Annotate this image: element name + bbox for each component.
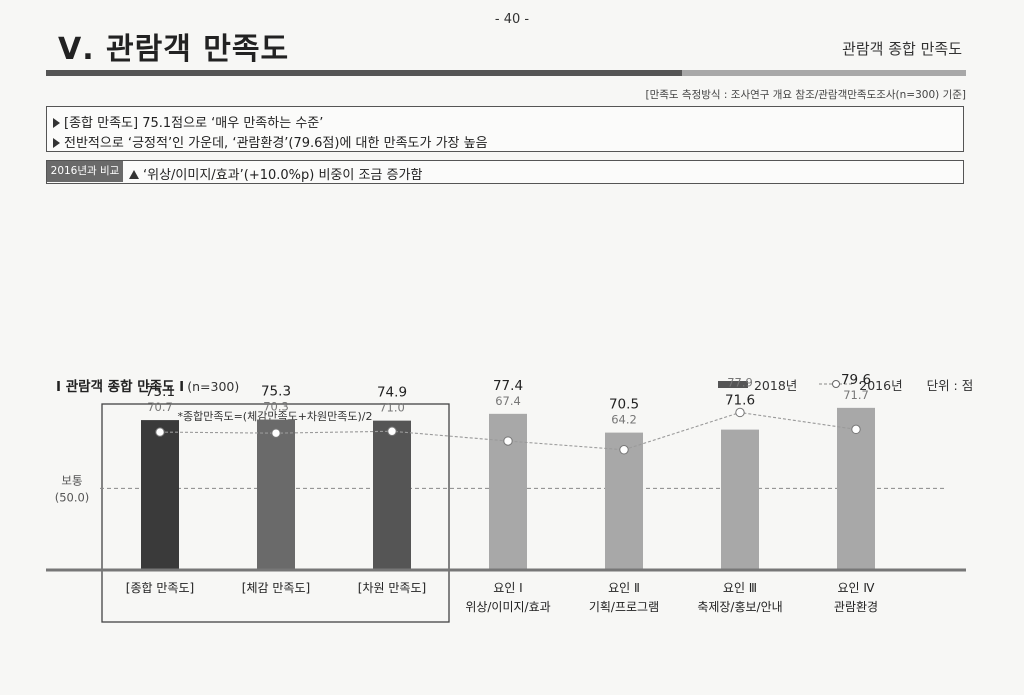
reference-value-label: (50.0) <box>55 490 90 504</box>
point-2016 <box>503 436 513 446</box>
bullet-triangle-icon <box>53 118 60 128</box>
category-label: 요인 Ⅱ <box>608 581 640 595</box>
value-labels-group: 75.170.7 75.370.3 74.971.0 77.467.4 70.564.2… <box>145 372 871 427</box>
value-label-2018: 75.3 <box>261 384 291 400</box>
chart-heading: Ⅰ 관람객 종합 만족도 Ⅰ (n=300) <box>56 375 239 395</box>
value-label-2016: 67.4 <box>495 394 521 408</box>
comparison-line: ‘위상/이미지/효과’(+10.0%p) 비중이 조금 증가함 <box>129 164 422 183</box>
bar-2018 <box>837 407 875 570</box>
value-label-2018: 74.9 <box>377 385 407 401</box>
category-label: 요인 Ⅰ <box>493 581 522 595</box>
comparison-text: ‘위상/이미지/효과’(+10.0%p) 비중이 조금 증가함 <box>143 168 423 183</box>
summary-box: [종합 만족도] 75.1점으로 ‘매우 만족하는 수준’ 전반적으로 ‘긍정적… <box>46 106 964 152</box>
summary-line-1: [종합 만족도] 75.1점으로 ‘매우 만족하는 수준’ <box>53 112 323 131</box>
increase-triangle-icon <box>129 170 139 179</box>
chapter-title: Ⅴ. 관람객 만족도 <box>58 32 290 67</box>
bullet-triangle-icon <box>53 138 60 148</box>
value-label-2016: 71.0 <box>379 401 405 415</box>
category-label: 위상/이미지/효과 <box>465 600 550 614</box>
value-label-2018: 75.1 <box>145 384 175 400</box>
category-label: [차원 만족도] <box>358 581 426 595</box>
bar-2018 <box>721 429 759 570</box>
value-label-2018: 79.6 <box>841 372 871 388</box>
comparison-tag: 2016년과 비교 <box>47 161 123 182</box>
group-formula-note: *종합만족도=(체감만족도+차원만족도)/2 <box>177 410 372 423</box>
legend-swatch-2018 <box>718 381 748 388</box>
line-2016-group <box>155 407 861 455</box>
value-label-2018: 70.5 <box>609 397 639 413</box>
bar-2018 <box>141 420 179 570</box>
category-label: 기획/프로그램 <box>589 600 659 614</box>
point-2016 <box>387 426 397 436</box>
summary-text-2: 전반적으로 ‘긍정적’인 가운데, ‘관람환경’(79.6점)에 대한 만족도가… <box>64 136 488 151</box>
point-2016 <box>851 424 861 435</box>
value-label-2016: 70.7 <box>147 400 173 414</box>
header-rule-dark <box>46 70 682 76</box>
legend-label-2016: 2016년 <box>859 378 903 393</box>
chart-heading-n: (n=300) <box>187 379 240 394</box>
header-rule-light <box>682 70 966 76</box>
point-2016 <box>619 445 629 455</box>
summary-text-1: [종합 만족도] 75.1점으로 ‘매우 만족하는 수준’ <box>64 116 324 131</box>
category-label: 요인 Ⅳ <box>838 581 875 595</box>
category-label: [종합 만족도] <box>126 581 194 595</box>
category-label: 관람환경 <box>834 600 878 614</box>
legend-line-2016-icon <box>819 380 854 388</box>
bar-2018 <box>373 420 411 570</box>
page-number: - 40 - <box>494 12 530 27</box>
reference-label: 보통 <box>61 473 82 487</box>
bar-2018 <box>257 419 295 570</box>
category-label: [체감 만족도] <box>242 581 310 595</box>
point-2016 <box>735 407 745 418</box>
value-label-2018: 77.4 <box>493 378 523 394</box>
value-label-2016: 71.7 <box>843 388 869 402</box>
value-label-2016: 64.2 <box>611 413 637 427</box>
point-2016 <box>271 428 281 438</box>
value-label-2018: 71.6 <box>725 392 755 408</box>
section-label: 관람객 종합 만족도 <box>842 40 962 58</box>
legend-label-2018: 2018년 <box>753 378 798 393</box>
point-2016 <box>155 427 165 437</box>
category-label: 요인 Ⅲ <box>723 581 757 595</box>
category-labels-group: [종합 만족도] [체감 만족도] [차원 만족도] 요인 Ⅰ 위상/이미지/효과 요인 … <box>126 581 878 614</box>
method-note: [만족도 측정방식 : 조사연구 개요 참조/관람객만족도조사(n=300) 기… <box>645 89 966 101</box>
value-label-2016: 77.9 <box>727 375 753 389</box>
value-label-2016: 70.3 <box>263 400 289 414</box>
bar-2018 <box>605 432 643 570</box>
group-outline-box <box>101 403 450 623</box>
unit-label: 단위 : 점 <box>926 378 974 393</box>
chart-legend: 2018년 2016년 단위 : 점 <box>718 375 973 394</box>
summary-line-2: 전반적으로 ‘긍정적’인 가운데, ‘관람환경’(79.6점)에 대한 만족도가… <box>53 132 488 151</box>
comparison-box: 2016년과 비교 ‘위상/이미지/효과’(+10.0%p) 비중이 조금 증가… <box>46 160 964 184</box>
bars-group <box>141 407 875 570</box>
category-label: 축제장/홍보/안내 <box>697 600 782 614</box>
chart-heading-title: Ⅰ 관람객 종합 만족도 Ⅰ <box>56 379 185 395</box>
